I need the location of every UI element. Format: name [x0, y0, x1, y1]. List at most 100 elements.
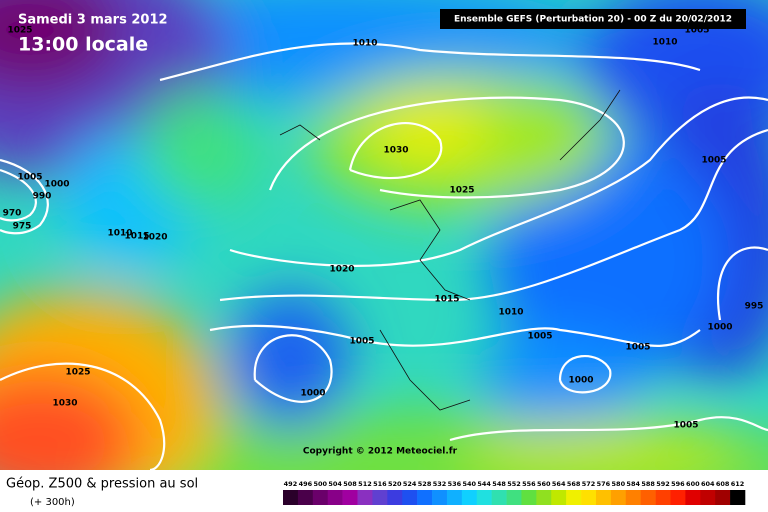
isobar-label: 995	[745, 302, 764, 312]
scale-cell	[312, 490, 329, 505]
scale-label: 500	[313, 480, 327, 488]
scale-cell	[685, 490, 701, 505]
isobar	[449, 416, 768, 442]
isobar-label: 1010	[652, 38, 677, 48]
isobar	[348, 122, 443, 180]
scale-cell	[506, 490, 522, 505]
isobar	[0, 158, 49, 235]
isobar-label: 1005	[17, 173, 42, 183]
run-box	[440, 9, 746, 29]
scale-cell	[417, 490, 433, 505]
scale-cell	[327, 490, 343, 505]
isobar	[159, 42, 701, 82]
scale-cell	[283, 490, 299, 505]
scale-label: 600	[686, 480, 700, 488]
scale-cell	[387, 490, 403, 505]
isobar-label: 1000	[568, 376, 593, 386]
scale-cell	[566, 490, 582, 505]
scale-cell	[655, 490, 671, 505]
isobar-label: 1020	[329, 265, 354, 275]
scale-label: 524	[403, 480, 417, 488]
isobar	[0, 362, 166, 470]
scale-cell	[595, 490, 612, 505]
scale-cell	[610, 490, 627, 505]
scale-cell	[536, 490, 552, 505]
scale-label: 508	[343, 480, 357, 488]
scale-cell	[357, 490, 373, 505]
isobar-label: 1005	[701, 156, 726, 166]
isobar-label: 1005	[625, 343, 650, 353]
scale-label: 564	[552, 480, 566, 488]
isobar-label: 1010	[352, 39, 377, 49]
scale-label: 492	[284, 480, 298, 488]
footer-title: Géop. Z500 & pression au sol	[6, 477, 198, 492]
scale-cell	[640, 490, 656, 505]
isobar	[558, 355, 612, 394]
time: 13:00 locale	[18, 34, 148, 56]
isobar-label: 1005	[673, 421, 698, 431]
scale-label: 588	[641, 480, 655, 488]
scale-label: 496	[299, 480, 313, 488]
isobar-label: 1025	[7, 26, 32, 36]
isobar-label: 1015	[124, 232, 149, 242]
isobar	[229, 96, 768, 267]
coastline	[279, 89, 621, 411]
scale-cell	[432, 490, 448, 505]
scale-label: 612	[731, 480, 745, 488]
scale-cell	[342, 490, 358, 505]
scale-label: 572	[582, 480, 596, 488]
isobar	[219, 128, 768, 302]
scale-label: 568	[567, 480, 581, 488]
isobar-label: 1005	[684, 26, 709, 36]
isobar-label: 1010	[107, 229, 132, 239]
scale-label: 516	[373, 480, 387, 488]
scale-cell	[446, 490, 463, 505]
scale-cell	[461, 490, 478, 505]
scale-label: 604	[701, 480, 715, 488]
scale-cell	[581, 490, 597, 505]
scale-label: 576	[597, 480, 611, 488]
isobar-label: 975	[13, 222, 32, 232]
scale-label: 592	[656, 480, 670, 488]
scale-label: 528	[418, 480, 432, 488]
scale-label: 548	[492, 480, 506, 488]
scale-cell	[625, 490, 641, 505]
scale-label: 520	[388, 480, 402, 488]
scale-label: 560	[537, 480, 551, 488]
isobar-label: 1005	[349, 337, 374, 347]
isobar	[253, 334, 333, 403]
scale-cell	[297, 490, 314, 505]
isobar-label: 1020	[142, 233, 167, 243]
scale-cell	[551, 490, 567, 505]
isobar-label: 970	[3, 209, 22, 219]
isobar-label: 990	[33, 192, 52, 202]
isobar-label: 1000	[300, 389, 325, 399]
scale-label: 584	[626, 480, 640, 488]
copyright: Copyright © 2012 Meteociel.fr	[303, 447, 458, 457]
run-info: Ensemble GEFS (Perturbation 20) - 00 Z d…	[454, 15, 732, 25]
date: Samedi 3 mars 2012	[18, 13, 168, 28]
scale-label: 532	[433, 480, 447, 488]
isobar-label: 1015	[434, 295, 459, 305]
scale-label: 544	[477, 480, 491, 488]
isobar	[0, 168, 37, 222]
isobar-label: 1025	[65, 368, 90, 378]
isobar	[268, 96, 625, 199]
scale-cell	[476, 490, 492, 505]
scale-cell	[491, 490, 507, 505]
isobar-label: 1000	[44, 180, 69, 190]
scale-cell	[402, 490, 418, 505]
footer-lead: (+ 300h)	[30, 497, 75, 508]
scale-cell	[372, 490, 388, 505]
scale-label: 512	[358, 480, 372, 488]
scale-cell	[715, 490, 731, 505]
isobar	[209, 324, 701, 347]
scale-cell	[730, 490, 746, 505]
scale-cell	[670, 490, 686, 505]
isobar-label: 1030	[383, 146, 408, 156]
scale-label: 556	[522, 480, 536, 488]
scale-label: 596	[671, 480, 685, 488]
